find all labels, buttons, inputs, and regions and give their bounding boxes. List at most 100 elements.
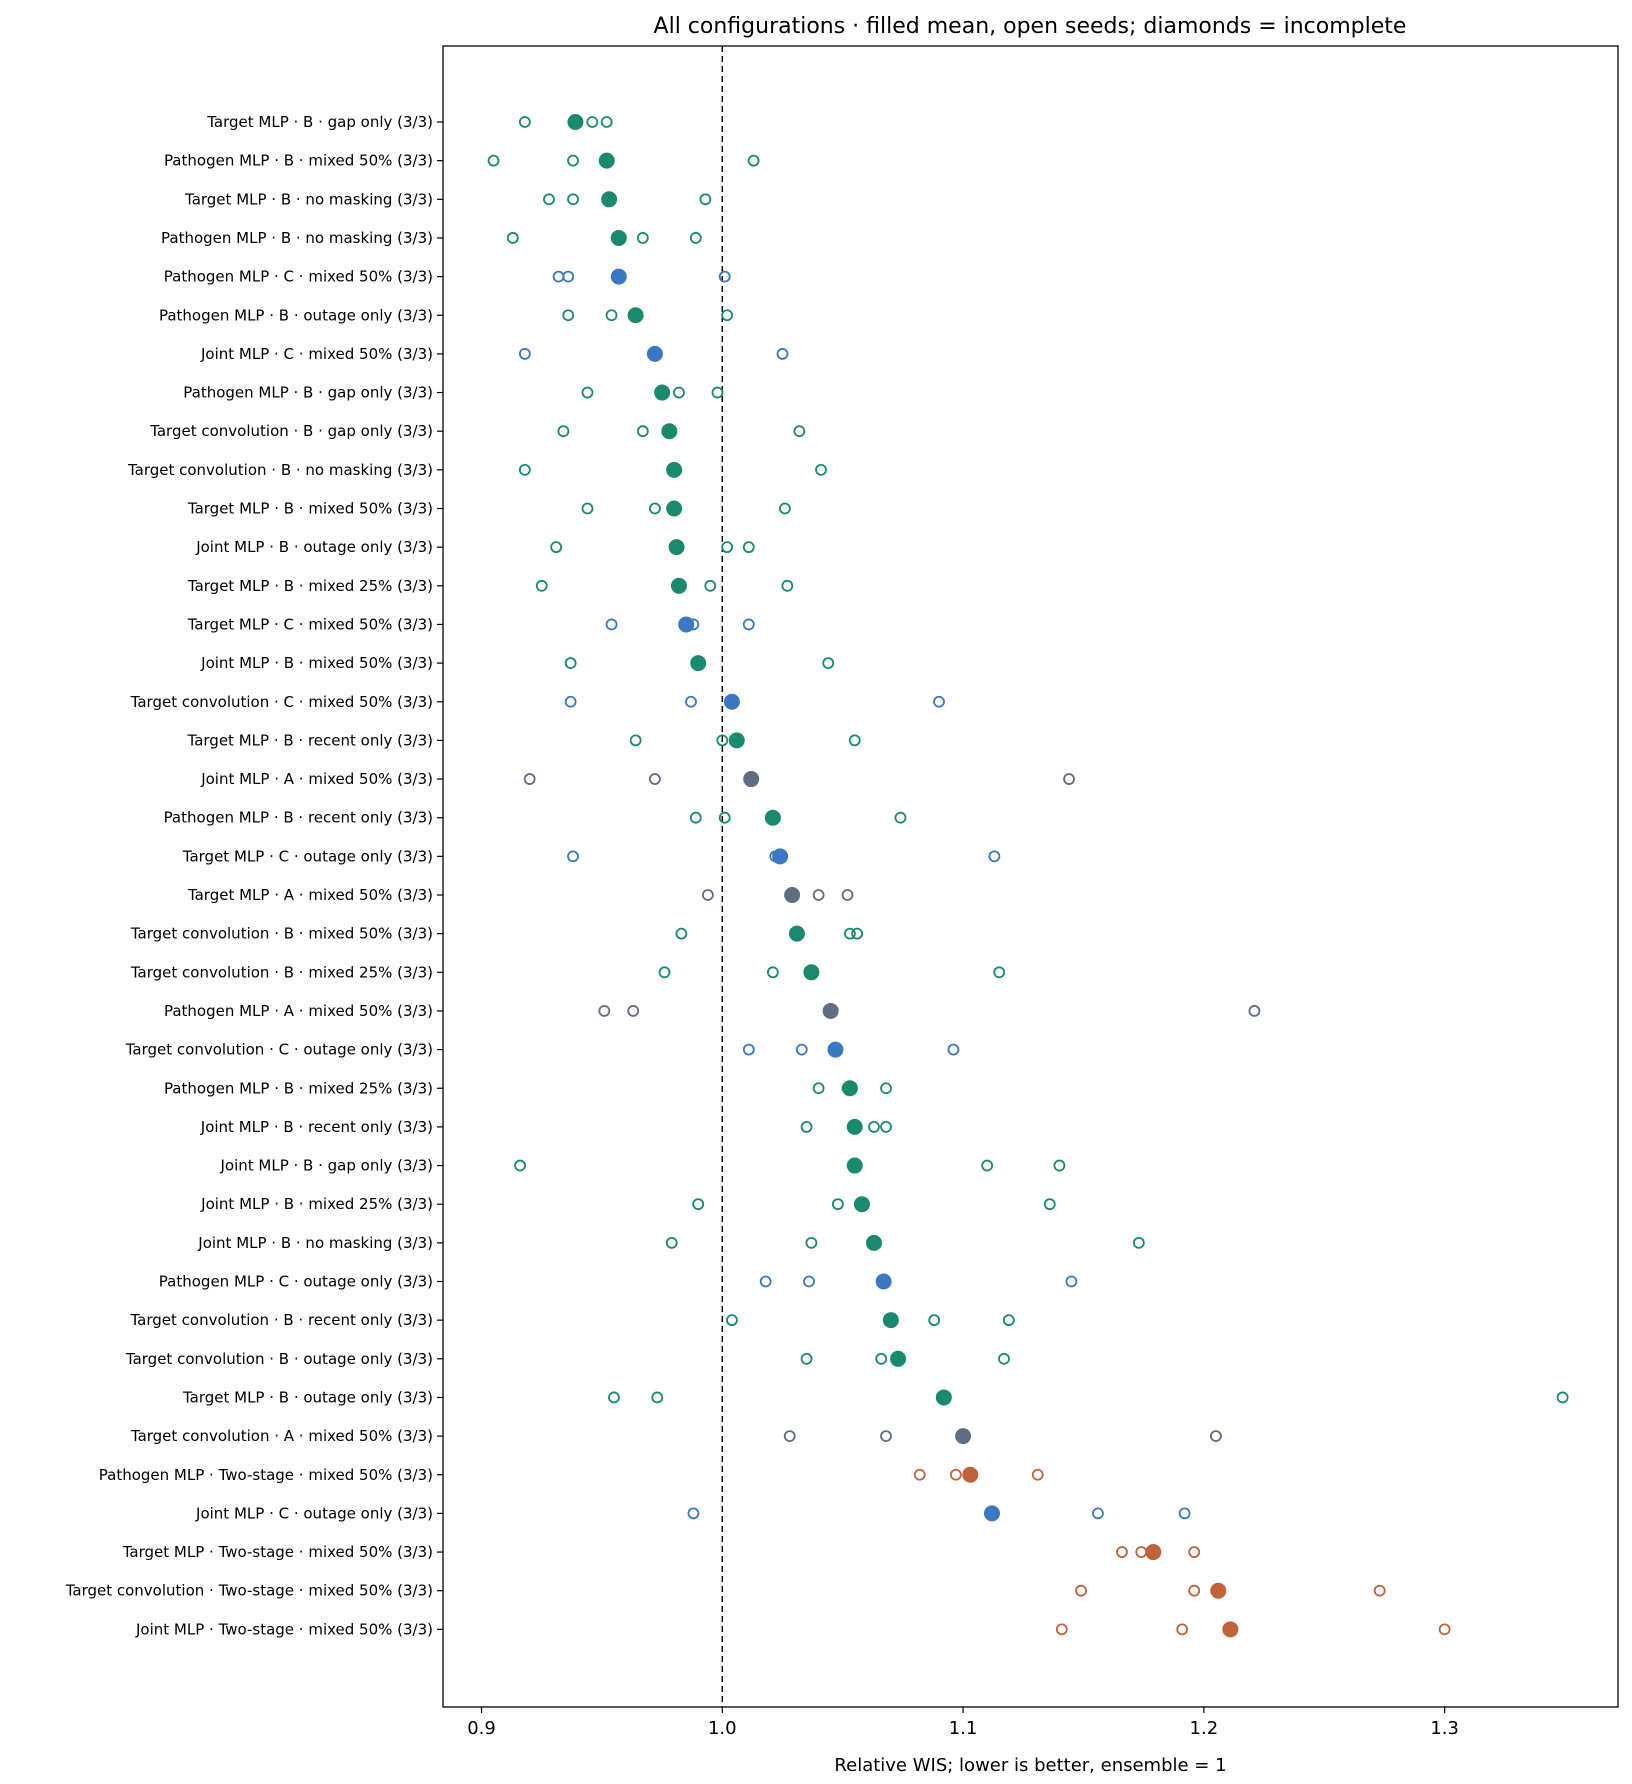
y-tick-label: Target MLP · B · no masking (3/3)	[184, 190, 433, 208]
mean-point	[743, 771, 760, 788]
plot-area: 0.9 1.0 1.1 1.2 1.3 Target MLP · B · gap only…	[65, 46, 1569, 1739]
seed-point	[598, 1005, 611, 1017]
y-tick-label: Target convolution · C · outage only (3/…	[125, 1041, 433, 1059]
chart-title: All configurations · filled mean, open s…	[654, 14, 1407, 39]
seed-point	[1043, 1198, 1056, 1211]
y-tick-label: Target MLP · B · mixed 25% (3/3)	[187, 577, 433, 595]
y-tick-label: Target convolution · B · outage only (3/…	[125, 1350, 433, 1368]
seed-point	[822, 657, 835, 669]
seed-point	[1373, 1584, 1386, 1597]
seed-point	[564, 657, 577, 669]
seed-point	[1063, 773, 1075, 785]
seed-point	[851, 927, 864, 940]
mean-point	[654, 384, 671, 401]
seed-point	[673, 386, 685, 399]
y-tick-label: Target convolution · B · gap only (3/3)	[149, 422, 433, 440]
y-tick-label: Pathogen MLP · B · outage only (3/3)	[159, 306, 433, 324]
y-tick-label: Target convolution · B · recent only (3/…	[129, 1311, 433, 1329]
seed-point	[564, 695, 577, 708]
seed-point	[687, 1507, 700, 1520]
mean-point	[723, 693, 740, 710]
seed-point	[812, 889, 825, 901]
seed-point	[998, 1352, 1010, 1365]
mean-point	[666, 500, 683, 517]
y-tick-label: Target MLP · B · outage only (3/3)	[182, 1388, 433, 1406]
mean-point	[610, 268, 627, 285]
seed-point	[685, 695, 697, 708]
mean-point	[784, 887, 801, 903]
seed-point	[766, 966, 779, 979]
y-tick-label: Pathogen MLP · B · gap only (3/3)	[183, 384, 433, 402]
seed-point	[981, 1159, 994, 1172]
mean-point	[846, 1157, 863, 1174]
seed-point	[552, 270, 565, 283]
mean-point	[846, 1118, 863, 1135]
mean-point	[935, 1389, 952, 1406]
y-tick-label: Joint MLP · A · mixed 50% (3/3)	[200, 770, 433, 788]
y-tick-label: Joint MLP · B · mixed 25% (3/3)	[200, 1195, 433, 1213]
seed-point	[1116, 1546, 1128, 1558]
seed-point	[518, 347, 531, 360]
y-tick-label: Joint MLP · C · mixed 50% (3/3)	[200, 345, 433, 363]
seed-point	[506, 232, 519, 244]
seed-point	[1248, 1005, 1261, 1017]
seed-point	[812, 1082, 825, 1095]
mean-point	[646, 345, 663, 362]
seed-point	[629, 734, 642, 747]
seed-point	[848, 734, 861, 747]
seed-point	[600, 116, 613, 128]
seed-point	[783, 1430, 796, 1442]
seed-point	[742, 618, 755, 631]
seed-point	[699, 193, 712, 206]
seed-point	[880, 1430, 892, 1442]
seed-point	[779, 502, 791, 515]
y-tick-label: Joint MLP · B · mixed 50% (3/3)	[200, 654, 433, 672]
mean-point	[955, 1428, 972, 1445]
mean-point	[875, 1273, 892, 1290]
mean-point	[1210, 1582, 1227, 1599]
y-tick-label: Target convolution · B · mixed 25% (3/3)	[130, 963, 433, 981]
seed-point	[841, 889, 854, 901]
seed-point	[815, 463, 827, 476]
y-tick-label: Joint MLP · Two-stage · mixed 50% (3/3)	[135, 1620, 433, 1638]
seed-point	[586, 116, 599, 128]
mean-point	[983, 1505, 1000, 1522]
mean-point	[803, 964, 820, 981]
y-tick-label: Joint MLP · B · gap only (3/3)	[219, 1157, 433, 1175]
seed-point	[1209, 1430, 1222, 1442]
seed-point	[1055, 1623, 1068, 1636]
mean-point	[882, 1312, 899, 1329]
x-tick-label: 1.1	[949, 1718, 978, 1739]
seed-point	[718, 270, 731, 283]
seed-point	[605, 309, 618, 322]
seed-point	[1132, 1236, 1145, 1249]
y-tick-label: Pathogen MLP · B · no masking (3/3)	[161, 229, 433, 247]
seed-point	[689, 232, 702, 244]
y-tick-label: Target convolution · A · mixed 50% (3/3)	[130, 1427, 433, 1445]
seed-point	[1031, 1468, 1044, 1481]
seed-point	[795, 1043, 808, 1056]
seed-point	[518, 463, 531, 476]
seed-point	[742, 541, 755, 554]
mean-point	[853, 1196, 870, 1213]
seed-point	[793, 425, 806, 438]
seed-point	[1176, 1623, 1189, 1636]
seed-point	[550, 541, 563, 554]
y-tick-label: Joint MLP · B · no masking (3/3)	[197, 1234, 433, 1252]
mean-point	[668, 539, 685, 556]
mean-point	[678, 616, 695, 633]
seed-point	[1002, 1314, 1015, 1327]
mean-point	[841, 1080, 858, 1097]
seed-point	[800, 1352, 813, 1365]
y-tick-label: Pathogen MLP · C · mixed 50% (3/3)	[164, 268, 433, 286]
seed-point	[648, 773, 661, 785]
mean-point	[822, 1002, 839, 1019]
seed-point	[894, 811, 907, 824]
seed-point	[1556, 1391, 1569, 1404]
mean-point	[1222, 1621, 1239, 1638]
seed-point	[1178, 1507, 1191, 1520]
seed-point	[523, 773, 536, 785]
seed-point	[711, 386, 724, 399]
seed-point	[868, 1121, 880, 1133]
seed-point	[1135, 1546, 1148, 1558]
